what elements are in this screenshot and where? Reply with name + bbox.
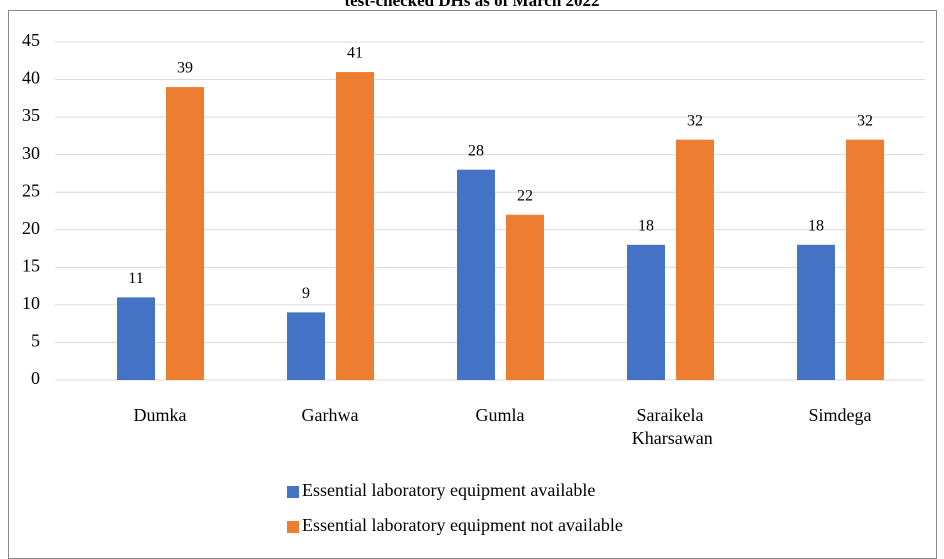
y-tick-label: 5 — [31, 331, 40, 351]
bar — [117, 297, 155, 380]
bar — [797, 244, 835, 380]
legend-label: Essential laboratory equipment not avail… — [302, 515, 623, 535]
chart-title: test-checked DHs as of March 2022 — [344, 0, 599, 10]
legend-swatch — [287, 486, 299, 498]
legend-label: Essential laboratory equipment available — [302, 480, 595, 500]
y-tick-label: 30 — [22, 143, 40, 163]
bar — [166, 87, 204, 381]
value-label: 11 — [128, 270, 143, 287]
bar — [336, 72, 374, 381]
x-tick-label: Dumka — [134, 405, 187, 425]
y-tick-label: 10 — [22, 293, 40, 313]
x-tick-label: Saraikela Kharsawan — [627, 405, 712, 448]
value-label: 32 — [857, 112, 873, 129]
value-label: 18 — [808, 217, 824, 234]
x-tick-label: Gumla — [476, 405, 525, 425]
bar — [287, 312, 325, 380]
bar — [846, 139, 884, 380]
y-tick-label: 15 — [22, 255, 40, 275]
y-tick-label: 40 — [22, 68, 40, 88]
x-tick-label: Garhwa — [302, 405, 359, 425]
y-tick-label: 20 — [22, 218, 40, 238]
title-backdrop — [180, 0, 764, 9]
value-label: 32 — [687, 112, 703, 129]
bar — [457, 169, 495, 380]
bar — [506, 214, 544, 380]
y-tick-label: 45 — [22, 30, 40, 50]
y-tick-label: 35 — [22, 105, 40, 125]
value-label: 28 — [468, 142, 484, 159]
value-label: 18 — [638, 217, 654, 234]
x-tick-label: Simdega — [809, 405, 872, 425]
y-tick-label: 25 — [22, 180, 40, 200]
y-tick-label: 0 — [31, 368, 40, 388]
bar — [627, 244, 665, 380]
value-label: 9 — [302, 285, 310, 302]
value-label: 22 — [517, 187, 533, 204]
legend-swatch — [287, 521, 299, 533]
bar — [676, 139, 714, 380]
value-label: 41 — [347, 45, 363, 62]
value-label: 39 — [177, 60, 193, 77]
